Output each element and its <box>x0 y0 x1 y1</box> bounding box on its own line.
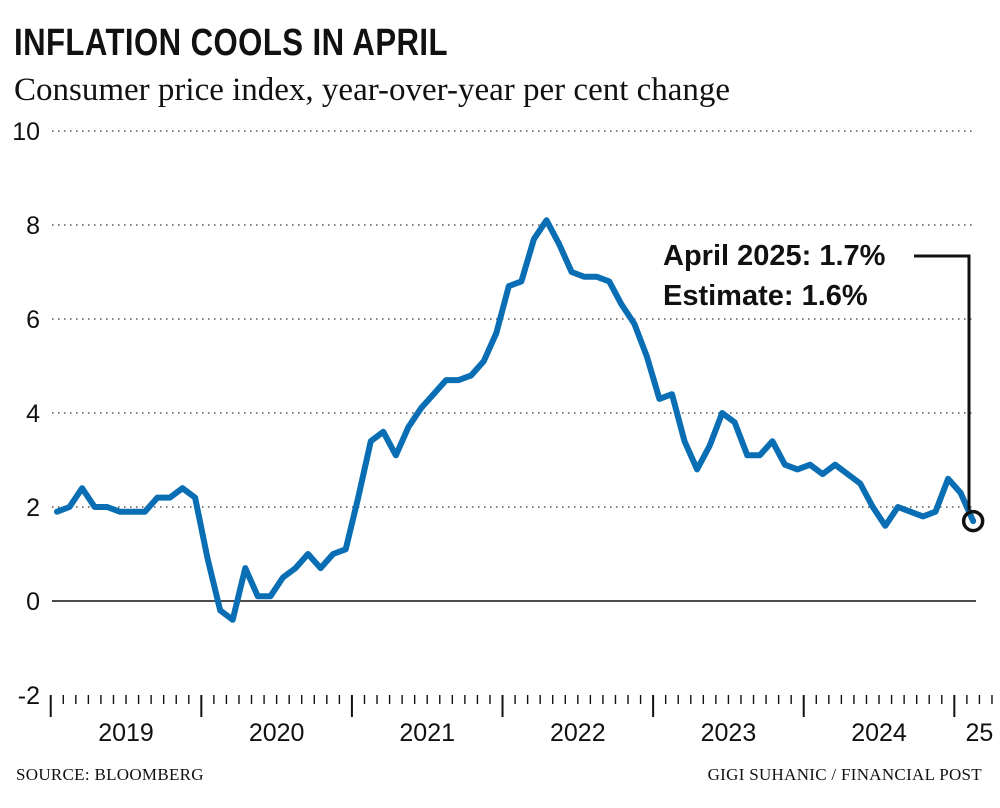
x-tick-label: 2020 <box>249 719 305 747</box>
gridlines <box>52 130 976 602</box>
x-tick-label: 25 <box>966 719 994 747</box>
y-tick-label: 8 <box>26 212 40 240</box>
chart-subtitle: Consumer price index, year-over-year per… <box>14 72 731 108</box>
y-tick-label: 6 <box>26 306 40 334</box>
x-tick-label: 2022 <box>550 719 606 747</box>
annotation-text: Estimate: 1.6% <box>663 280 868 312</box>
x-tick-label: 2019 <box>98 719 154 747</box>
y-tick-label: 2 <box>26 494 40 522</box>
x-tick-label: 2023 <box>701 719 757 747</box>
annotation: April 2025: 1.7% Estimate: 1.6% <box>663 240 985 533</box>
source-note: SOURCE: BLOOMBERG <box>16 765 204 784</box>
x-axis: 2019 2020 2021 2022 2023 2024 25 <box>49 695 994 747</box>
annotation-leader <box>914 254 971 511</box>
x-tick-label: 2024 <box>851 719 907 747</box>
series-line <box>54 217 977 623</box>
y-tick-label: 4 <box>26 400 40 428</box>
y-tick-label: 10 <box>12 118 40 146</box>
series-cpi <box>54 217 977 623</box>
chart-title: INFLATION COOLS IN APRIL <box>14 22 448 64</box>
annotation-marker <box>961 509 985 533</box>
annotation-text: April 2025: 1.7% <box>663 240 886 272</box>
y-axis-labels: -2 0 2 4 6 8 10 <box>12 118 40 710</box>
x-tick-label: 2021 <box>399 719 455 747</box>
y-tick-label: -2 <box>18 682 40 710</box>
y-tick-label: 0 <box>26 588 40 616</box>
credit-note: GIGI SUHANIC / FINANCIAL POST <box>707 765 982 784</box>
